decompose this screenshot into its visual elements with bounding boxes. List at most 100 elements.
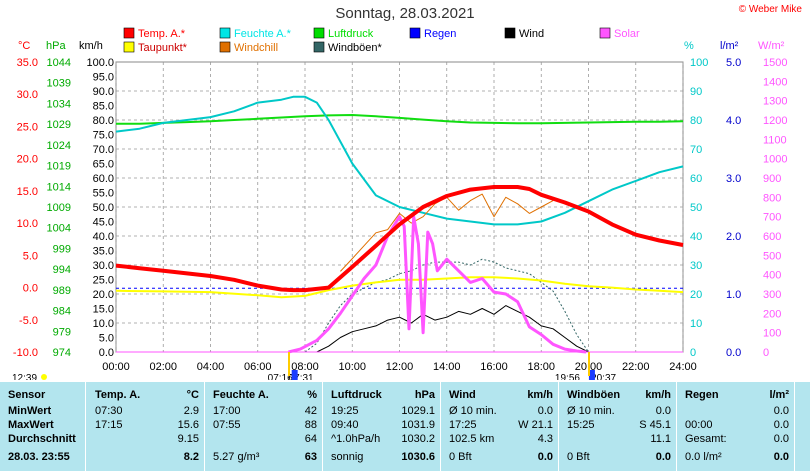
solar-tick-label: 1500 <box>763 57 787 69</box>
rain-tick-label: 4.0 <box>726 115 741 127</box>
stats-cell: 0.0 l/m² <box>685 451 722 463</box>
pressure-tick-label: 984 <box>53 306 71 318</box>
temp-tick-label: 35.0 <box>17 57 38 69</box>
wind-tick-label: 0.0 <box>99 347 114 359</box>
humidity-tick-label: 50 <box>690 202 702 214</box>
stats-cell: S 45.1 <box>639 419 671 431</box>
stats-col-temp: Temp. A. °C 07:30 2.9 17:15 15.6 9.15 8.2 <box>87 382 205 471</box>
stats-cell: W 21.1 <box>518 419 553 431</box>
pressure-tick-label: 1024 <box>47 140 71 152</box>
stats-cell: 2.9 <box>183 405 199 417</box>
current-time-dot <box>41 374 47 380</box>
pressure-tick-label: 979 <box>53 326 71 338</box>
stats-cell: km/h <box>527 389 553 401</box>
wind-tick-label: 30.0 <box>93 260 114 272</box>
stats-cell: 4.3 <box>537 433 553 445</box>
humidity-tick-label: 80 <box>690 115 702 127</box>
stats-cell: 1029.1 <box>401 405 435 417</box>
x-tick-label: 08:00 <box>291 361 319 373</box>
stats-cell: 0 Bft <box>449 451 472 463</box>
solar-tick-label: 100 <box>763 328 781 340</box>
legend-label: Temp. A.* <box>138 28 186 40</box>
series-line-humidity <box>115 95 684 226</box>
temp-tick-label: 0.0 <box>23 283 38 295</box>
stats-cell: 9.15 <box>177 433 199 445</box>
stats-cell: 5.27 g/m³ <box>213 451 260 463</box>
stats-cell: 15.6 <box>177 419 199 431</box>
solar-unit-label: W/m² <box>758 40 785 52</box>
stats-cell: MinWert <box>8 405 52 417</box>
x-tick-label: 06:00 <box>244 361 272 373</box>
wind-unit-label: km/h <box>79 40 103 52</box>
legend-label: Windchill <box>234 42 278 54</box>
legend-label: Taupunkt* <box>138 42 188 54</box>
solar-tick-label: 700 <box>763 212 781 224</box>
legend-swatch <box>123 27 135 39</box>
weather-chart: 00:00 02:00 04:00 06:00 08:00 10:00 12:00 14:00… <box>12 4 802 380</box>
wind-tick-label: 95.0 <box>93 72 114 84</box>
stats-cell: 1031.9 <box>401 419 435 431</box>
rain-tick-label: 1.0 <box>726 289 741 301</box>
stats-cell: 17:25 <box>449 419 477 431</box>
stats-cell: MaxWert <box>8 419 54 431</box>
legend-swatch <box>313 41 325 53</box>
humidity-tick-label: 60 <box>690 173 702 185</box>
stats-cell: sonnig <box>331 451 364 463</box>
stats-col-rain: Regen l/m² 0.0 00:00 0.0 Gesamt: 0.0 0.0 l/m² 0.… <box>677 382 795 471</box>
solar-tick-label: 1300 <box>763 96 787 108</box>
stats-cell: km/h <box>645 389 671 401</box>
temp-unit-label: °C <box>18 40 30 52</box>
wind-tick-label: 60.0 <box>93 173 114 185</box>
sunrise-icon <box>291 370 298 380</box>
stats-cell: l/m² <box>769 389 789 401</box>
x-tick-label: 00:00 <box>102 361 130 373</box>
stats-cell: % <box>307 389 317 401</box>
wind-tick-label: 70.0 <box>93 144 114 156</box>
legend-swatch <box>409 27 421 39</box>
solar-tick-label: 400 <box>763 270 781 282</box>
rain-tick-label: 3.0 <box>726 173 741 185</box>
stats-col-sensor: Sensor MinWert MaxWert Durchschnitt 28.03. 2… <box>0 382 86 471</box>
legend-label: Windböen* <box>328 42 383 54</box>
wind-tick-label: 15.0 <box>93 304 114 316</box>
stats-cell: 0.0 <box>655 451 671 463</box>
rain-tick-label: 0.0 <box>726 347 741 359</box>
x-tick-label: 12:00 <box>386 361 414 373</box>
stats-cell: 0.0 <box>773 451 789 463</box>
temp-tick-label: -5.0 <box>19 315 38 327</box>
humidity-tick-label: 10 <box>690 318 702 330</box>
temp-tick-label: 30.0 <box>17 89 38 101</box>
pressure-tick-label: 1004 <box>47 223 71 235</box>
series-line-solar <box>288 215 587 354</box>
sunrise-label: 07:16 <box>268 373 293 380</box>
x-tick-label: 16:00 <box>480 361 508 373</box>
stats-cell: Regen <box>685 389 719 401</box>
stats-cell: 1030.6 <box>401 451 435 463</box>
legend-label: Luftdruck <box>328 28 374 40</box>
stats-cell: 0.0 <box>655 405 671 417</box>
stats-cell: 09:40 <box>331 419 359 431</box>
temp-tick-label: 25.0 <box>17 121 38 133</box>
copyright-label: © Weber Mike <box>738 4 802 15</box>
stats-cell: 88 <box>304 419 317 431</box>
legend-label: Feuchte A.* <box>234 28 292 40</box>
legend-swatch <box>219 41 231 53</box>
stats-cell: Ø 10 min. <box>567 405 615 417</box>
stats-cell: Feuchte A. <box>213 389 269 401</box>
wind-tick-label: 90.0 <box>93 86 114 98</box>
x-tick-label: 02:00 <box>149 361 177 373</box>
solar-tick-label: 200 <box>763 308 781 320</box>
series-line-pressure <box>116 114 684 125</box>
stats-cell: Temp. A. <box>95 389 141 401</box>
stats-col-hum: Feuchte A.% 17:00 42 07:55 88 64 5.27 g/m³ 63 <box>205 382 323 471</box>
series-line-gust <box>304 258 589 353</box>
stats-cell: 11.1 <box>650 433 671 445</box>
pressure-tick-label: 1044 <box>47 57 71 69</box>
stats-table: Sensor MinWert MaxWert Durchschnitt 28.03. 2… <box>0 382 810 471</box>
wind-tick-label: 100.0 <box>86 57 114 69</box>
stats-cell: 0.0 <box>773 405 789 417</box>
solar-tick-label: 1400 <box>763 76 787 88</box>
x-tick-label: 18:00 <box>527 361 555 373</box>
stats-col-wind: Wind km/h Ø 10 min. 0.0 17:25 W 21.1 102.5 km 4… <box>441 382 559 471</box>
pressure-tick-label: 989 <box>53 285 71 297</box>
